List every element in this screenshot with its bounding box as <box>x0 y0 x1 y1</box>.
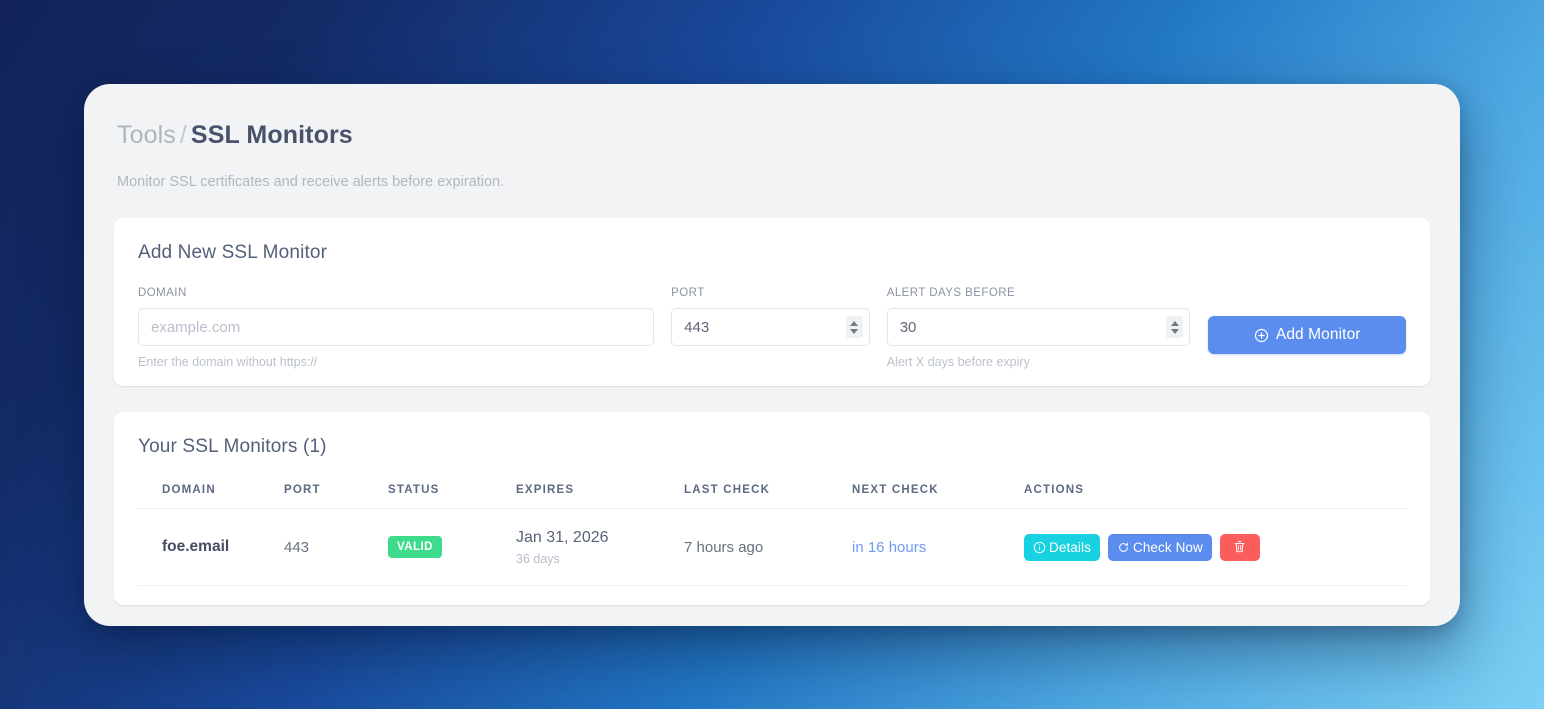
add-monitor-button-label: Add Monitor <box>1275 326 1361 343</box>
domain-input-wrap <box>138 308 655 346</box>
add-monitor-form: DOMAIN Enter the domain without https://… <box>138 286 1406 370</box>
chevron-down-icon[interactable] <box>1170 328 1179 334</box>
cell-port: 443 <box>284 508 388 586</box>
add-monitor-button[interactable]: Add Monitor <box>1208 316 1406 354</box>
port-input-wrap <box>671 308 870 346</box>
column-header-port: PORT <box>284 458 388 509</box>
check-now-button-label: Check Now <box>1132 539 1203 555</box>
domain-field-group: DOMAIN Enter the domain without https:// <box>138 286 655 370</box>
cell-actions: Details Check Now <box>1024 508 1406 586</box>
column-header-next-check: NEXT CHECK <box>852 458 1024 509</box>
app-window: Tools / SSL Monitors Monitor SSL certifica… <box>84 84 1460 626</box>
page-title: SSL Monitors <box>190 121 353 149</box>
chevron-down-icon[interactable] <box>850 328 859 334</box>
monitors-list-card: Your SSL Monitors (1) DOMAIN PORT STATUS… <box>114 412 1430 605</box>
status-badge: VALID <box>388 536 442 558</box>
monitors-table: DOMAIN PORT STATUS EXPIRES LAST CHECK NE… <box>138 458 1406 586</box>
monitors-table-head: DOMAIN PORT STATUS EXPIRES LAST CHECK NE… <box>138 458 1406 509</box>
domain-hint: Enter the domain without https:// <box>138 355 318 369</box>
table-header-row: DOMAIN PORT STATUS EXPIRES LAST CHECK NE… <box>138 458 1406 509</box>
expires-date: Jan 31, 2026 <box>516 529 609 546</box>
alert-days-hint: Alert X days before expiry <box>886 355 1030 369</box>
info-circle-icon <box>1033 541 1046 554</box>
plus-circle-icon <box>1254 328 1269 343</box>
breadcrumb: Tools / SSL Monitors <box>114 120 1430 150</box>
page-subtitle: Monitor SSL certificates and receive ale… <box>117 174 505 190</box>
column-header-status: STATUS <box>388 458 516 509</box>
column-header-actions: ACTIONS <box>1024 458 1406 509</box>
port-input[interactable] <box>671 308 870 346</box>
chevron-up-icon[interactable] <box>850 320 859 326</box>
monitors-table-body: foe.email 443 VALID Jan 31, 2026 36 days… <box>138 508 1406 586</box>
port-field-group: PORT <box>671 286 870 346</box>
cell-status: VALID <box>388 508 516 586</box>
column-header-last-check: LAST CHECK <box>684 458 852 509</box>
add-monitor-title: Add New SSL Monitor <box>138 242 328 263</box>
breadcrumb-separator: / <box>179 121 187 149</box>
cell-domain: foe.email <box>138 508 284 586</box>
port-label: PORT <box>671 287 705 299</box>
domain-label: DOMAIN <box>138 287 187 299</box>
row-actions: Details Check Now <box>1024 533 1406 561</box>
cell-expires: Jan 31, 2026 36 days <box>516 508 684 586</box>
column-header-expires: EXPIRES <box>516 458 684 509</box>
column-header-domain: DOMAIN <box>138 458 284 509</box>
delete-button[interactable] <box>1219 533 1260 561</box>
next-check-value: in 16 hours <box>852 538 927 556</box>
port-stepper[interactable] <box>845 316 863 338</box>
details-button-label: Details <box>1049 539 1091 555</box>
table-row: foe.email 443 VALID Jan 31, 2026 36 days… <box>138 508 1406 586</box>
details-button[interactable]: Details <box>1024 533 1100 561</box>
cell-next-check: in 16 hours <box>852 508 1024 586</box>
chevron-up-icon[interactable] <box>1170 320 1179 326</box>
alert-days-input[interactable] <box>886 308 1191 346</box>
check-now-button[interactable]: Check Now <box>1107 533 1212 561</box>
domain-input[interactable] <box>138 308 655 346</box>
monitors-list-title: Your SSL Monitors (1) <box>138 436 327 457</box>
trash-icon <box>1233 540 1246 554</box>
alert-days-stepper[interactable] <box>1166 316 1184 338</box>
alert-days-input-wrap <box>886 308 1191 346</box>
alert-days-field-group: ALERT DAYS BEFORE Alert X days before ex… <box>886 286 1191 370</box>
breadcrumb-parent[interactable]: Tools <box>117 121 176 149</box>
alert-days-label: ALERT DAYS BEFORE <box>886 287 1016 299</box>
add-monitor-card: Add New SSL Monitor DOMAIN Enter the dom… <box>114 218 1430 386</box>
expires-days-remaining: 36 days <box>516 552 560 566</box>
refresh-icon <box>1117 541 1130 554</box>
cell-last-check: 7 hours ago <box>684 508 852 586</box>
